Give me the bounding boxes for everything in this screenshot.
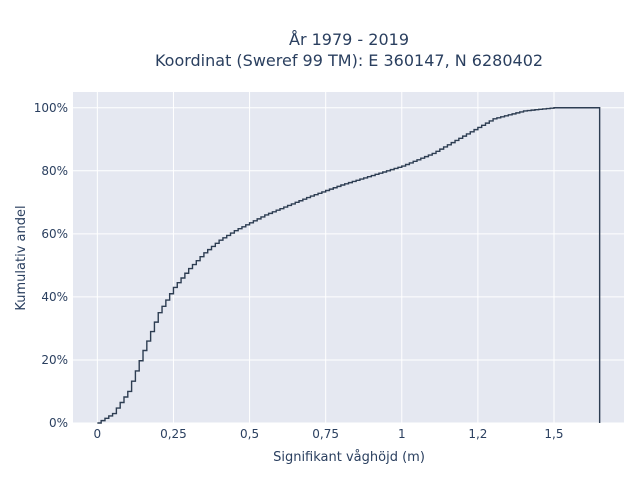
x-tick-label: 0,25 (160, 427, 187, 441)
y-tick-label: 20% (41, 353, 68, 367)
y-tick-label: 60% (41, 227, 68, 241)
y-tick-label: 0% (49, 416, 68, 430)
series-layer (97, 107, 601, 424)
x-tick-label: 1,5 (544, 427, 563, 441)
x-tick-label: 1 (398, 427, 406, 441)
y-tick-label: 40% (41, 290, 68, 304)
y-tick-label: 80% (41, 164, 68, 178)
x-tick-labels: 0 0,25 0,5 0,75 1 1,2 1,5 (94, 427, 564, 441)
x-tick-label: 0,75 (312, 427, 339, 441)
chart-title-line1: År 1979 - 2019 (289, 30, 409, 49)
plot-area (73, 92, 624, 423)
x-axis-title: Signifikant våghöjd (m) (273, 450, 425, 465)
y-tick-label: 100% (34, 101, 68, 115)
y-tick-labels: 0% 20% 40% 60% 80% 100% (34, 101, 68, 430)
y-axis-title: Kumulativ andel (14, 205, 29, 310)
y-gridlines (73, 107, 624, 424)
chart-title-line2: Koordinat (Sweref 99 TM): E 360147, N 62… (155, 51, 543, 70)
x-tick-label: 0 (94, 427, 102, 441)
x-tick-label: 0,5 (240, 427, 259, 441)
x-tick-label: 1,2 (468, 427, 487, 441)
x-gridlines (96, 92, 555, 423)
cdf-step-line (97, 107, 601, 424)
